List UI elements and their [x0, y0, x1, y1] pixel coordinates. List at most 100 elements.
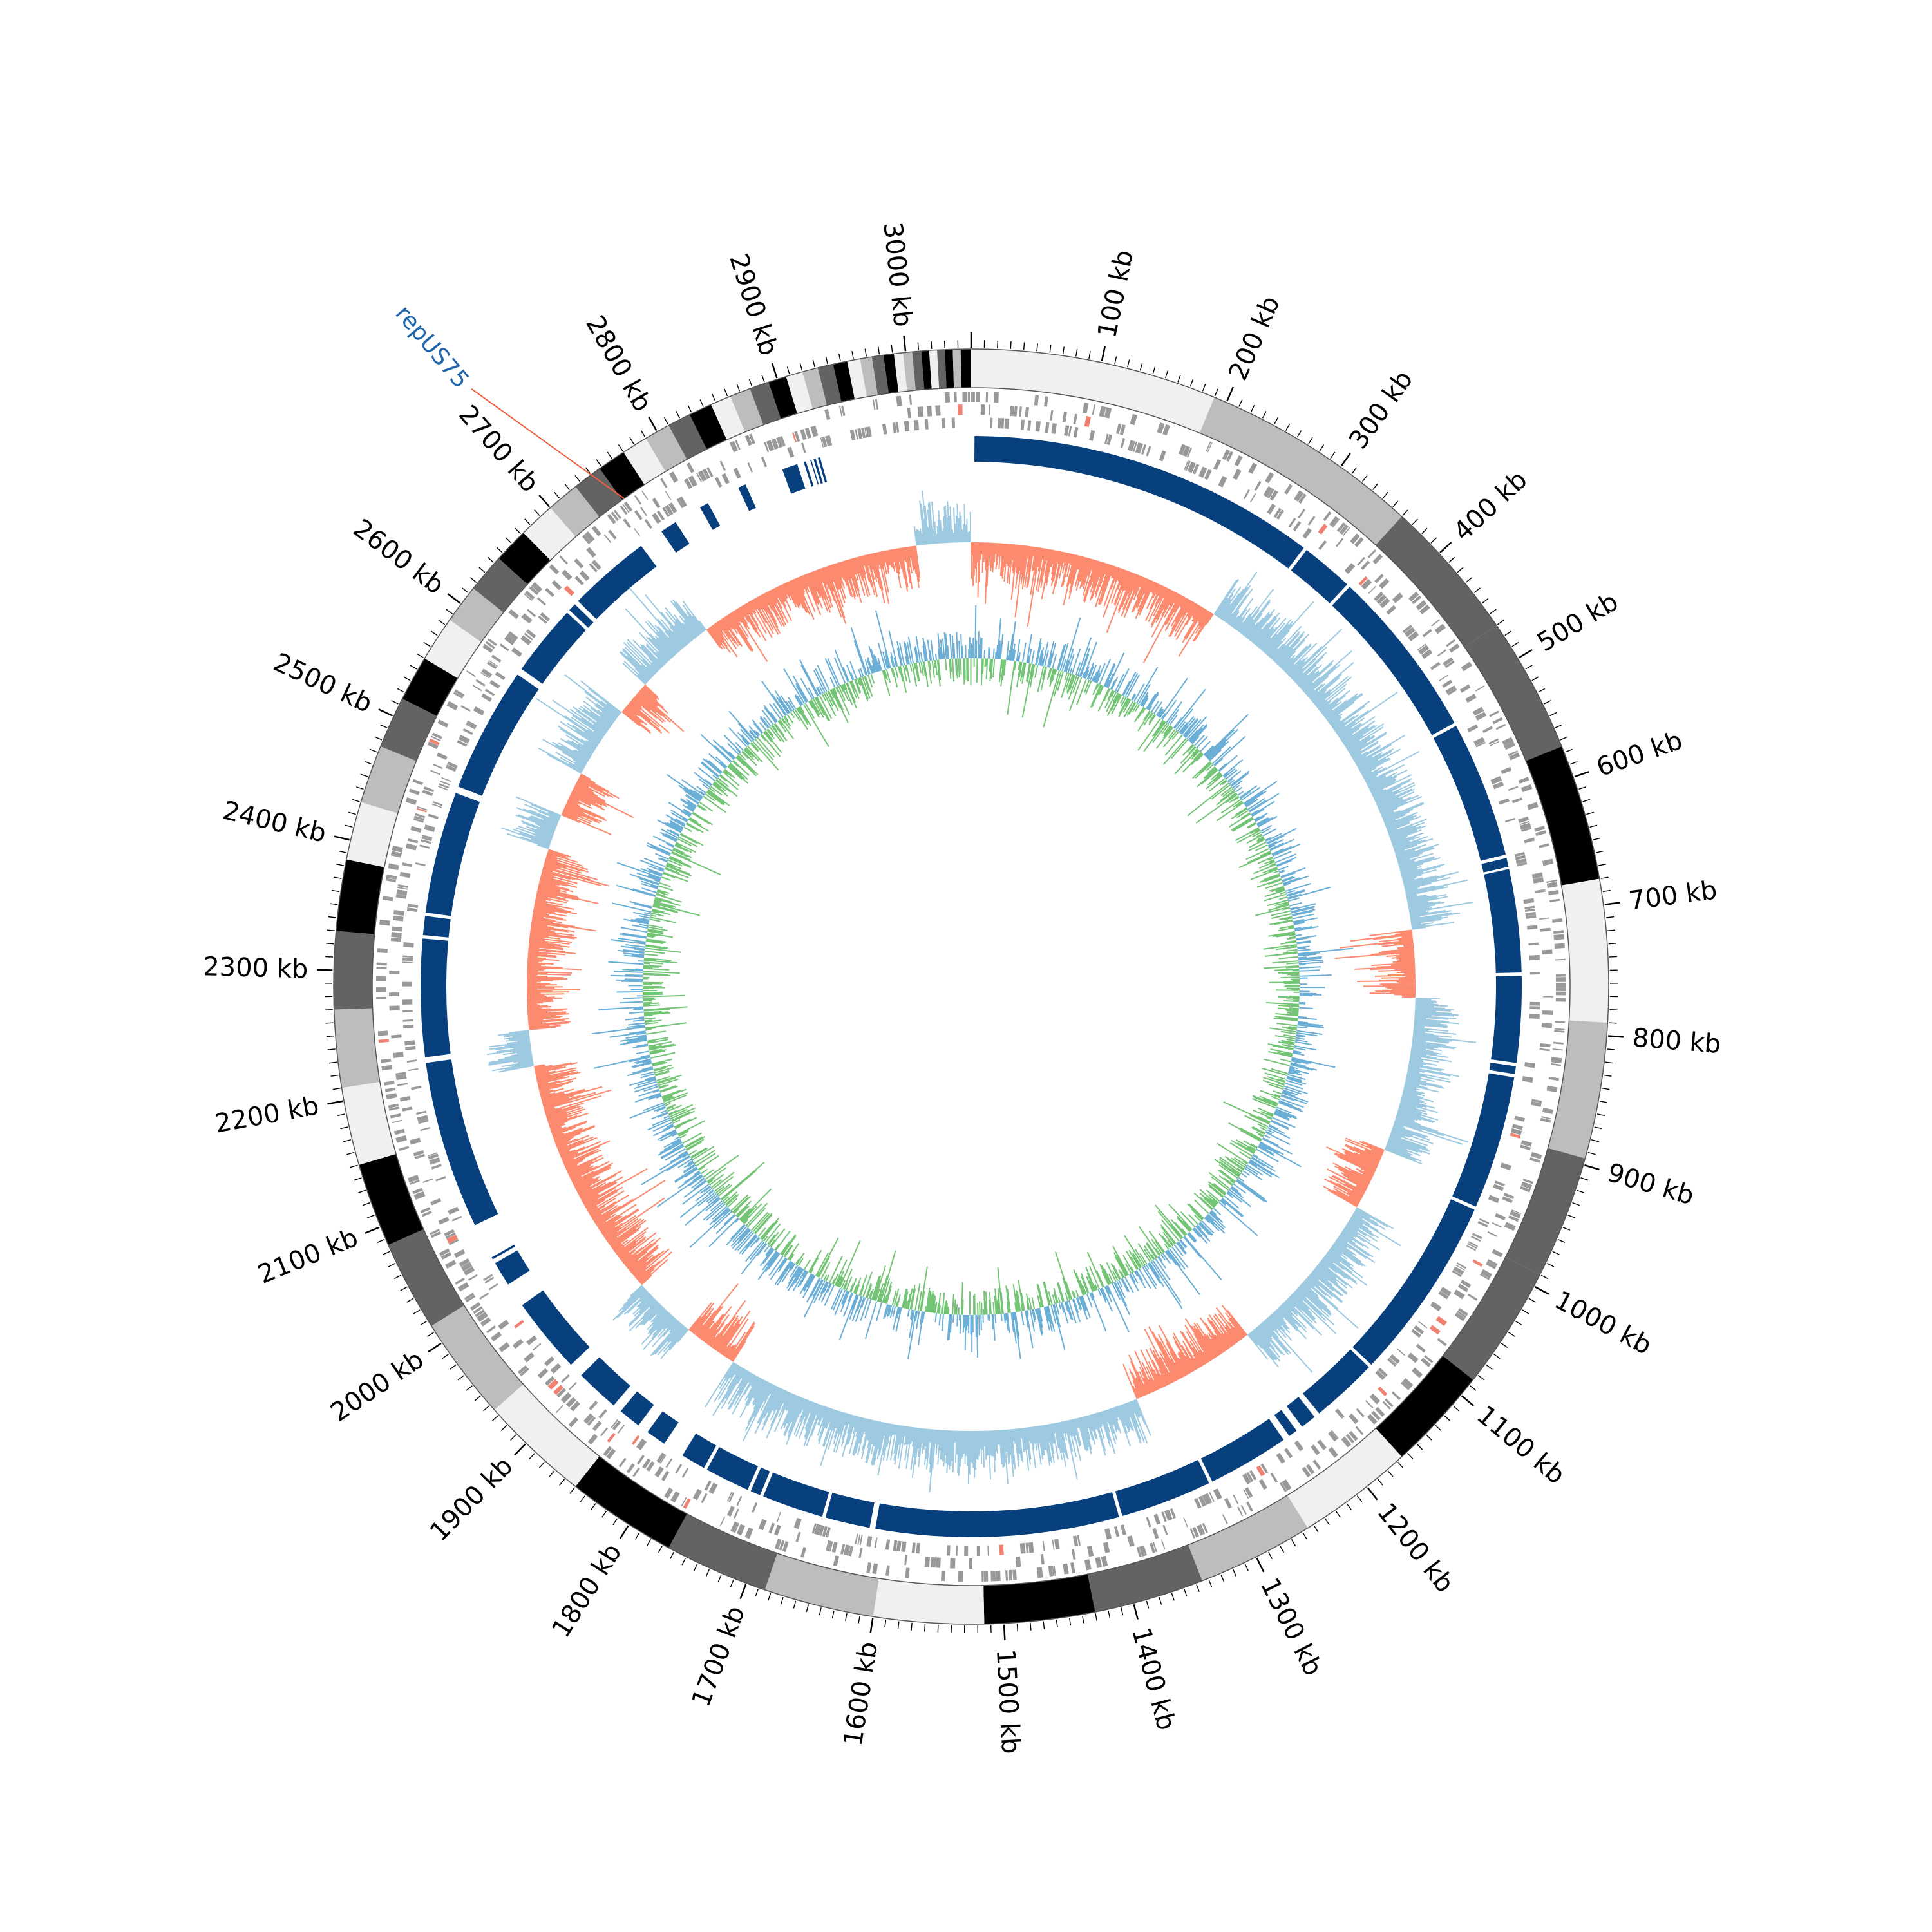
major-tick	[1574, 771, 1590, 778]
minor-tick	[1075, 348, 1078, 357]
ideogram-band	[1376, 1356, 1473, 1457]
gene-feature	[826, 1540, 832, 1551]
minor-tick	[413, 1309, 421, 1314]
minor-tick	[812, 359, 815, 368]
gene-feature	[460, 1262, 473, 1272]
gene-feature	[423, 786, 435, 793]
gene-feature	[758, 1519, 767, 1531]
gene-feature	[1402, 624, 1412, 634]
gene-feature	[1504, 817, 1516, 823]
gene-feature	[652, 498, 661, 509]
gene-feature	[1106, 434, 1113, 446]
gene-feature	[424, 824, 435, 833]
minor-tick	[1557, 1238, 1566, 1243]
gene-feature	[925, 419, 929, 430]
gene-feature	[1554, 1030, 1565, 1033]
gene-feature	[1051, 423, 1055, 434]
gene-feature	[1246, 1501, 1253, 1512]
gene-feature	[463, 1266, 475, 1276]
gene-feature	[376, 976, 387, 981]
gene-feature	[1206, 441, 1211, 452]
gene-feature	[1555, 987, 1566, 992]
gene-feature	[1068, 426, 1072, 437]
gene-feature	[1004, 418, 1010, 429]
gene-feature	[1048, 1566, 1054, 1577]
minor-tick	[1470, 1385, 1477, 1391]
gene-feature	[395, 894, 407, 899]
gene-feature	[1465, 694, 1477, 703]
ideogram-band	[575, 468, 623, 517]
minor-tick	[352, 799, 360, 802]
gene-feature	[1248, 462, 1258, 474]
minor-tick	[663, 417, 668, 425]
gene-feature	[466, 720, 477, 729]
gene-feature	[1467, 1242, 1477, 1249]
gene-feature	[1305, 1464, 1315, 1475]
gene-feature	[969, 1558, 972, 1569]
minor-tick	[1607, 1048, 1615, 1050]
gene-feature	[613, 509, 621, 520]
gene-feature	[473, 1306, 483, 1314]
minor-tick	[423, 641, 431, 647]
gene-feature	[1542, 858, 1554, 866]
gene-feature	[1520, 1186, 1531, 1193]
gene-feature	[445, 1232, 456, 1239]
gene-feature	[1421, 1358, 1432, 1367]
ideogram-band	[346, 802, 398, 867]
minor-tick	[1586, 811, 1595, 815]
gene-feature	[1335, 538, 1344, 547]
gene-feature	[386, 1093, 397, 1100]
gene-feature	[1520, 1181, 1533, 1189]
gene-feature	[428, 813, 439, 820]
gene-feature	[574, 558, 584, 569]
gene-feature	[664, 1487, 674, 1499]
ideogram-band	[711, 396, 745, 440]
gene-feature	[1293, 521, 1302, 531]
gene-feature	[413, 815, 425, 821]
minor-tick	[559, 1479, 565, 1486]
gene-feature	[1318, 524, 1328, 535]
gene-feature	[726, 1506, 735, 1517]
gene-feature	[491, 654, 502, 663]
gene-feature	[1052, 1539, 1055, 1550]
gene-feature	[714, 477, 723, 488]
gene-feature	[565, 1397, 576, 1408]
minor-tick	[403, 676, 411, 681]
gene-feature	[1040, 1553, 1045, 1565]
gene-feature	[734, 439, 741, 450]
contig-block	[620, 1391, 654, 1426]
minor-tick	[1572, 1202, 1580, 1206]
gene-feature	[446, 701, 459, 711]
gene-feature	[1551, 1057, 1562, 1064]
gene-feature	[404, 1040, 415, 1046]
minor-tick	[505, 537, 512, 544]
gene-feature	[1312, 1459, 1321, 1470]
minor-tick	[1540, 1274, 1549, 1280]
minor-tick	[1426, 1434, 1432, 1441]
gene-feature	[1552, 918, 1563, 923]
gene-feature	[1447, 688, 1457, 696]
gene-feature	[1510, 1128, 1522, 1135]
minor-tick	[1515, 1320, 1522, 1326]
gene-feature	[377, 948, 388, 954]
gene-feature	[392, 926, 402, 932]
gene-feature	[1526, 914, 1537, 919]
gene-feature	[1492, 1249, 1503, 1258]
gene-feature	[472, 685, 482, 692]
minor-tick	[1121, 1607, 1124, 1616]
gene-feature	[1494, 1180, 1506, 1187]
gene-feature	[1554, 1028, 1565, 1030]
gene-feature	[896, 1540, 902, 1552]
gene-feature	[1437, 649, 1447, 657]
tick-label: 2800 kb	[580, 310, 657, 417]
gene-feature	[607, 513, 616, 524]
gene-feature	[941, 417, 946, 429]
gene-feature	[1070, 1562, 1075, 1573]
tick-label: 2600 kb	[348, 513, 450, 600]
gene-feature	[520, 1367, 529, 1376]
gene-feature	[1501, 766, 1512, 775]
minor-tick	[658, 1545, 663, 1553]
major-tick	[1133, 1604, 1139, 1620]
gene-feature	[1429, 1325, 1441, 1335]
gene-feature	[893, 1540, 898, 1551]
